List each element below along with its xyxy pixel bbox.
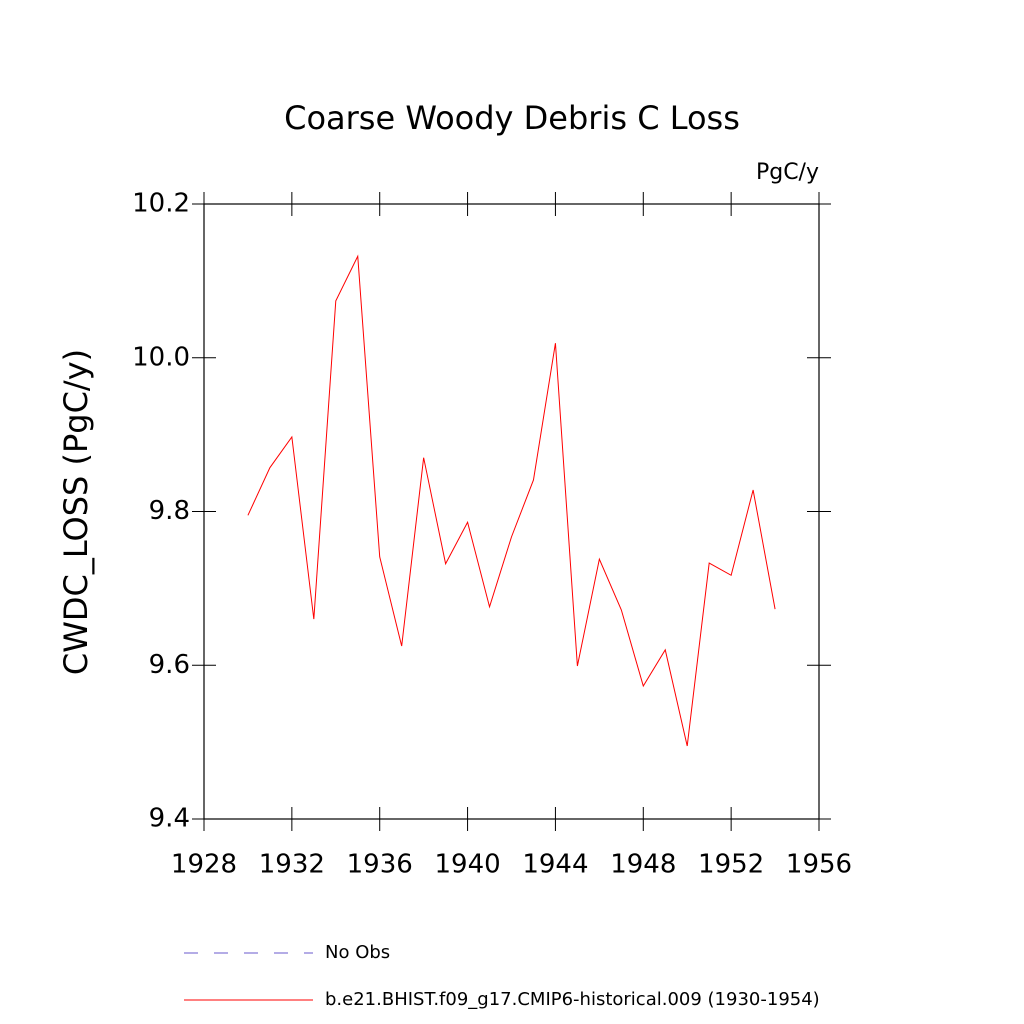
x-tick-label: 1944 (522, 850, 588, 880)
legend-label: No Obs (325, 942, 390, 963)
x-tick-label: 1932 (259, 850, 325, 880)
x-tick-label: 1948 (610, 850, 676, 880)
data-line (247, 254, 776, 747)
x-tick-label: 1952 (698, 850, 764, 880)
legend-label: b.e21.BHIST.f09_g17.CMIP6-historical.009… (325, 989, 820, 1010)
x-tick-label: 1928 (171, 850, 237, 880)
y-tick-label: 10.2 (132, 189, 190, 219)
chart-title: Coarse Woody Debris C Loss (284, 99, 740, 137)
x-tick-label: 1956 (786, 850, 852, 880)
x-tick-label: 1936 (347, 850, 413, 880)
y-tick-label: 9.6 (149, 650, 190, 680)
units-label: PgC/y (756, 160, 819, 185)
y-axis-label: CWDC_LOSS (PgC/y) (57, 349, 95, 675)
y-tick-label: 10.0 (132, 342, 190, 372)
y-tick-label: 9.4 (149, 804, 190, 834)
plot-frame (203, 203, 820, 820)
y-tick-label: 9.8 (149, 496, 190, 526)
x-tick-label: 1940 (434, 850, 500, 880)
